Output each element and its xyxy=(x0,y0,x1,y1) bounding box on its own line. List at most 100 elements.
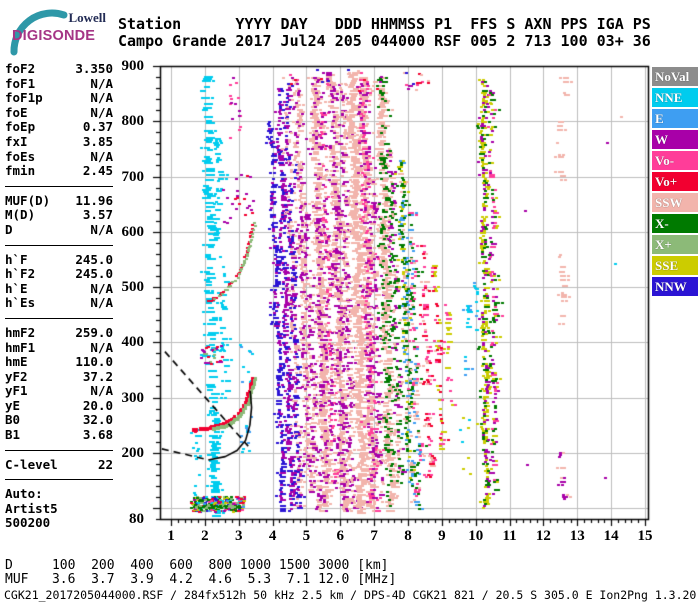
panel-divider xyxy=(5,185,113,187)
frequency-tick-label: 10 xyxy=(468,528,484,544)
height-tick-label: 800 xyxy=(121,113,145,130)
frequency-tick-label: 15 xyxy=(637,528,653,544)
parameter-row: foEs N/A xyxy=(5,148,113,165)
panel-divider xyxy=(5,244,113,246)
parameter-label: B0 xyxy=(5,412,21,428)
parameter-row: B1 3.68 xyxy=(5,427,113,443)
parameter-label: fxI xyxy=(5,133,28,149)
parameter-label: Auto: xyxy=(5,486,43,502)
parameter-row: Artist5 xyxy=(5,500,113,517)
parameter-panel: foF2 3.350 foF1 N/A foF1p N/A foE N/A foEp 0.37 fx… xyxy=(5,61,113,531)
frequency-tick-label: 8 xyxy=(404,528,412,544)
parameter-value: 37.2 xyxy=(82,368,113,384)
parameter-value: 20.0 xyxy=(82,397,113,413)
parameter-label: 500200 xyxy=(5,515,51,531)
parameter-value: 110.0 xyxy=(75,354,113,370)
legend-item-ssw: SSW xyxy=(652,193,698,212)
parameter-row: yF2 37.2 xyxy=(5,368,113,385)
parameter-row: foEp 0.37 xyxy=(5,120,113,135)
station-header: Station YYYY DAY DDD HHMMSS P1 FFS S AXN… xyxy=(118,16,651,50)
parameter-label: hmF1 xyxy=(5,339,36,355)
logo-lowell-text: Lowell xyxy=(68,10,106,25)
parameter-row: fxI 3.85 xyxy=(5,133,113,150)
ionogram-canvas xyxy=(146,60,652,532)
logo-digisonde-text: DIGISONDE xyxy=(12,28,96,44)
parameter-label: hmE xyxy=(5,354,28,370)
parameter-label: M(D) xyxy=(5,207,36,223)
legend-item-sse: SSE xyxy=(652,256,698,275)
legend-item-label: SSW xyxy=(655,195,683,210)
muf-frequency-text: MUF 3.6 3.7 3.9 4.2 4.6 5.3 7.1 12.0 [MH… xyxy=(5,572,397,587)
parameter-row: yE 20.0 xyxy=(5,397,113,414)
parameter-row: foF2 3.350 xyxy=(5,61,113,77)
station-header-line1: Station YYYY DAY DDD HHMMSS P1 FFS S AXN… xyxy=(118,15,651,33)
parameter-row: foF1 N/A xyxy=(5,75,113,92)
parameter-value: 2.45 xyxy=(82,163,113,179)
legend-item-label: NoVal xyxy=(655,69,690,84)
frequency-tick-label: 5 xyxy=(302,528,311,544)
legend-item-label: Vo- xyxy=(655,153,675,168)
parameter-label: Artist5 xyxy=(5,500,58,516)
parameter-label: D xyxy=(5,221,13,237)
parameter-value: N/A xyxy=(90,90,113,106)
parameter-value: 3.350 xyxy=(75,61,113,76)
parameter-value: 259.0 xyxy=(75,324,113,340)
height-tick-label: 900 xyxy=(121,58,145,74)
panel-divider xyxy=(5,449,113,451)
parameter-value: N/A xyxy=(90,295,113,311)
parameter-label: foE xyxy=(5,104,28,120)
parameter-row: foF1p N/A xyxy=(5,91,113,106)
legend-item-e: E xyxy=(652,109,698,128)
parameter-row: fmin 2.45 xyxy=(5,164,113,179)
parameter-value: N/A xyxy=(90,75,113,91)
legend-item-vo-: Vo- xyxy=(652,151,698,170)
parameter-row: hmF1 N/A xyxy=(5,339,113,356)
muf-distance-row: D 100 200 400 600 800 1000 1500 3000 [km… xyxy=(5,559,389,572)
parameter-row: h`Es N/A xyxy=(5,296,113,311)
legend-item-label: X- xyxy=(655,216,669,231)
parameter-label: foF2 xyxy=(5,61,36,76)
parameter-value: N/A xyxy=(90,221,113,237)
parameter-value: N/A xyxy=(90,339,113,355)
frequency-tick-label: 4 xyxy=(268,528,277,544)
parameter-label: C-level xyxy=(5,456,58,472)
parameter-label: hmF2 xyxy=(5,324,36,340)
legend-item-noval: NoVal xyxy=(652,67,698,86)
legend-item-label: SSE xyxy=(655,258,679,273)
parameter-row: h`F 245.0 xyxy=(5,251,113,268)
parameter-row: B0 32.0 xyxy=(5,413,113,428)
muf-distance-text: D 100 200 400 600 800 1000 1500 3000 [km… xyxy=(5,558,389,573)
parameter-row: foE N/A xyxy=(5,104,113,121)
frequency-tick-label: 14 xyxy=(603,528,619,544)
legend-item-vo+: Vo+ xyxy=(652,172,698,191)
parameter-value: 3.57 xyxy=(82,207,113,223)
parameter-value: N/A xyxy=(90,148,113,164)
legend-item-label: Vo+ xyxy=(655,174,678,189)
parameter-row: hmF2 259.0 xyxy=(5,324,113,341)
frequency-tick-label: 3 xyxy=(234,528,243,544)
parameter-label: foF1p xyxy=(5,90,43,106)
parameter-value: 32.0 xyxy=(82,412,113,428)
parameter-row: M(D) 3.57 xyxy=(5,208,113,223)
height-tick-label: 200 xyxy=(121,444,145,461)
parameter-row: yF1 N/A xyxy=(5,384,113,399)
parameter-value: 245.0 xyxy=(75,251,113,267)
muf-frequency-row: MUF 3.6 3.7 3.9 4.2 4.6 5.3 7.1 12.0 [MH… xyxy=(5,573,396,586)
frequency-tick-label: 7 xyxy=(370,528,378,544)
parameter-value: N/A xyxy=(90,383,113,399)
parameter-row: MUF(D) 11.96 xyxy=(5,192,113,209)
parameter-label: foEs xyxy=(5,148,36,164)
legend-item-label: W xyxy=(655,132,668,147)
frequency-tick-label: 6 xyxy=(336,528,345,544)
legend-item-w: W xyxy=(652,130,698,149)
parameter-label: h`E xyxy=(5,280,28,296)
parameter-label: B1 xyxy=(5,427,21,443)
legend-item-nnw: NNW xyxy=(652,277,698,296)
echo-legend: NoVal NNE E W Vo- Vo+ SSW X- X+ SSE NNW xyxy=(652,67,698,298)
parameter-value: 11.96 xyxy=(75,192,113,208)
parameter-row: D N/A xyxy=(5,221,113,238)
lowell-digisonde-logo: Lowell DIGISONDE xyxy=(4,4,116,56)
parameter-row: h`F2 245.0 xyxy=(5,267,113,282)
parameter-value: 0.37 xyxy=(82,119,113,135)
